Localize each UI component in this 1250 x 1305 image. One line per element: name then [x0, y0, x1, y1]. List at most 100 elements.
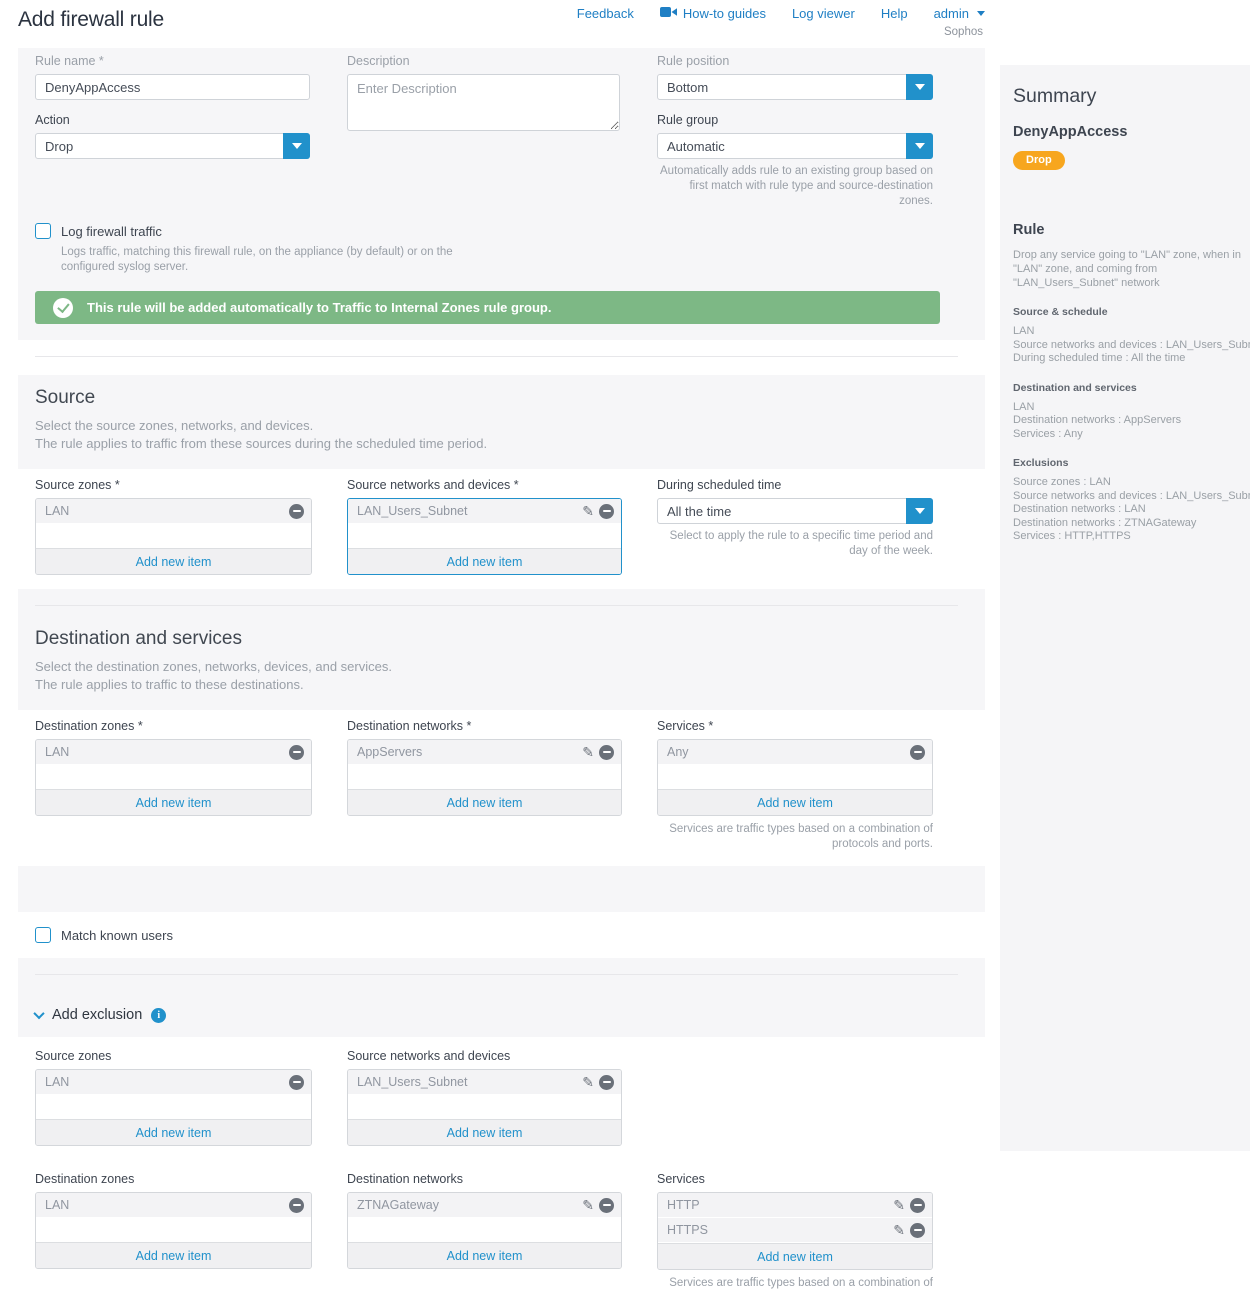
log-viewer-link[interactable]: Log viewer [791, 6, 855, 21]
rule-position-select[interactable]: Bottom [657, 74, 933, 100]
summary-panel: Summary DenyAppAccess Drop Rule Drop any… [1000, 65, 1250, 1151]
exclusion-dest-networks-listbox: ZTNAGateway ✎ Add new item [347, 1192, 622, 1269]
edit-icon[interactable]: ✎ [582, 744, 594, 760]
log-firewall-traffic-checkbox[interactable] [35, 223, 51, 239]
action-select[interactable]: Drop [35, 133, 310, 159]
list-item-label: HTTP [667, 1198, 700, 1212]
info-icon[interactable] [151, 1007, 167, 1023]
add-new-item-button[interactable]: Add new item [348, 1242, 621, 1268]
summary-line: Services : HTTP,HTTPS [1013, 530, 1131, 542]
dropdown-caret-icon [906, 74, 933, 100]
add-new-item-button[interactable]: Add new item [658, 789, 932, 815]
summary-line: Source networks and devices : LAN_Users_… [1013, 338, 1250, 351]
admin-label: admin [933, 6, 969, 21]
list-item-label: LAN [45, 504, 70, 518]
section-gap [18, 866, 985, 912]
source-networks-listbox: LAN_Users_Subnet ✎ Add new item [347, 498, 622, 575]
edit-icon[interactable]: ✎ [893, 1222, 905, 1238]
list-item: AppServers ✎ [348, 740, 621, 764]
summary-line: During scheduled time : All the time [1013, 352, 1186, 364]
summary-line: LAN [1013, 400, 1035, 413]
add-new-item-button[interactable]: Add new item [36, 548, 311, 574]
list-item: LAN [36, 740, 311, 764]
remove-icon[interactable] [599, 744, 614, 760]
remove-icon[interactable] [910, 744, 925, 760]
page: Add firewall rule Feedback How-to guides… [0, 0, 1250, 1151]
remove-icon[interactable] [289, 744, 304, 760]
section-gap [18, 340, 985, 375]
listbox-empty-area [348, 765, 621, 789]
destination-title: Destination and services [35, 628, 242, 649]
header-nav: Feedback How-to guides Log viewer Help a… [577, 6, 985, 38]
list-item-label: LAN_Users_Subnet [357, 1075, 468, 1089]
remove-icon[interactable] [599, 1197, 614, 1213]
match-known-users-checkbox[interactable] [35, 927, 51, 943]
edit-icon[interactable]: ✎ [582, 1197, 594, 1213]
rule-group-value: Automatic [667, 138, 725, 154]
remove-icon[interactable] [599, 503, 614, 519]
chevron-down-icon[interactable] [33, 1007, 45, 1020]
remove-icon[interactable] [910, 1197, 925, 1213]
listbox-empty-area [36, 765, 311, 789]
summary-line: Destination networks : ZTNAGateway [1013, 516, 1197, 529]
help-link[interactable]: Help [880, 6, 908, 21]
add-new-item-button[interactable]: Add new item [36, 1242, 311, 1268]
destination-zones-label: Destination zones * [35, 719, 143, 733]
divider [35, 605, 958, 606]
action-label: Action [35, 113, 70, 127]
match-known-users-label: Match known users [61, 927, 173, 943]
services-help: Services are traffic types based on a co… [669, 823, 933, 850]
edit-icon[interactable]: ✎ [582, 503, 594, 519]
list-item-label: HTTPS [667, 1223, 708, 1237]
edit-icon[interactable]: ✎ [582, 1074, 594, 1090]
edit-icon[interactable]: ✎ [893, 1197, 905, 1213]
exclusion-dest-zones-listbox: LAN Add new item [35, 1192, 312, 1269]
remove-icon[interactable] [910, 1222, 925, 1238]
admin-menu[interactable]: admin [934, 6, 985, 21]
action-badge: Drop [1013, 151, 1065, 170]
feedback-link[interactable]: Feedback [576, 6, 634, 21]
video-camera-icon [659, 6, 677, 21]
add-new-item-button[interactable]: Add new item [348, 789, 621, 815]
during-scheduled-time-select[interactable]: All the time [657, 498, 933, 524]
destination-networks-listbox: AppServers ✎ Add new item [347, 739, 622, 816]
rule-group-help: Automatically adds rule to an existing g… [660, 165, 933, 207]
remove-icon[interactable] [289, 1197, 304, 1213]
add-new-item-button[interactable]: Add new item [36, 1119, 311, 1145]
during-scheduled-time-value: All the time [667, 503, 732, 519]
add-new-item-button[interactable]: Add new item [348, 1119, 621, 1145]
log-firewall-traffic-label: Log firewall traffic [61, 223, 162, 239]
dropdown-caret-icon [283, 133, 310, 159]
divider [35, 974, 958, 975]
listbox-empty-area [658, 765, 932, 789]
rule-name-input[interactable] [35, 74, 310, 100]
source-fields: Source zones * LAN Add new item Source n… [18, 469, 985, 589]
exclusion-services-label: Services [657, 1172, 705, 1186]
exclusion-fields: Source zones LAN Add new item Source net… [18, 1037, 985, 1305]
list-item-label: Any [667, 745, 689, 759]
add-exclusion-label: Add exclusion [52, 1007, 143, 1023]
summary-line: Services : Any [1013, 427, 1083, 440]
rule-group-select[interactable]: Automatic [657, 133, 933, 159]
description-input[interactable] [347, 74, 620, 131]
dropdown-caret-icon [906, 133, 933, 159]
listbox-empty-area [36, 1095, 311, 1119]
add-new-item-button[interactable]: Add new item [658, 1243, 932, 1269]
summary-line: Destination networks : AppServers [1013, 414, 1182, 426]
list-item: HTTP ✎ [658, 1193, 932, 1217]
add-new-item-button[interactable]: Add new item [348, 548, 621, 574]
destination-section-header: Destination and services Select the dest… [18, 589, 985, 710]
exclusion-dest-zones-label: Destination zones [35, 1172, 135, 1186]
exclusion-services-listbox: HTTP ✎ HTTPS ✎ Add new item [657, 1192, 933, 1270]
remove-icon[interactable] [289, 1074, 304, 1090]
howto-guides-link[interactable]: How-to guides [659, 6, 766, 21]
summary-line: LAN [1013, 325, 1035, 337]
exclusion-dest-networks-label: Destination networks [347, 1172, 464, 1186]
services-listbox: Any Add new item [657, 739, 933, 816]
page-header: Add firewall rule Feedback How-to guides… [18, 0, 985, 48]
listbox-empty-area [348, 524, 621, 548]
remove-icon[interactable] [289, 503, 304, 519]
remove-icon[interactable] [599, 1074, 614, 1090]
add-new-item-button[interactable]: Add new item [36, 789, 311, 815]
list-item: LAN [36, 499, 311, 523]
